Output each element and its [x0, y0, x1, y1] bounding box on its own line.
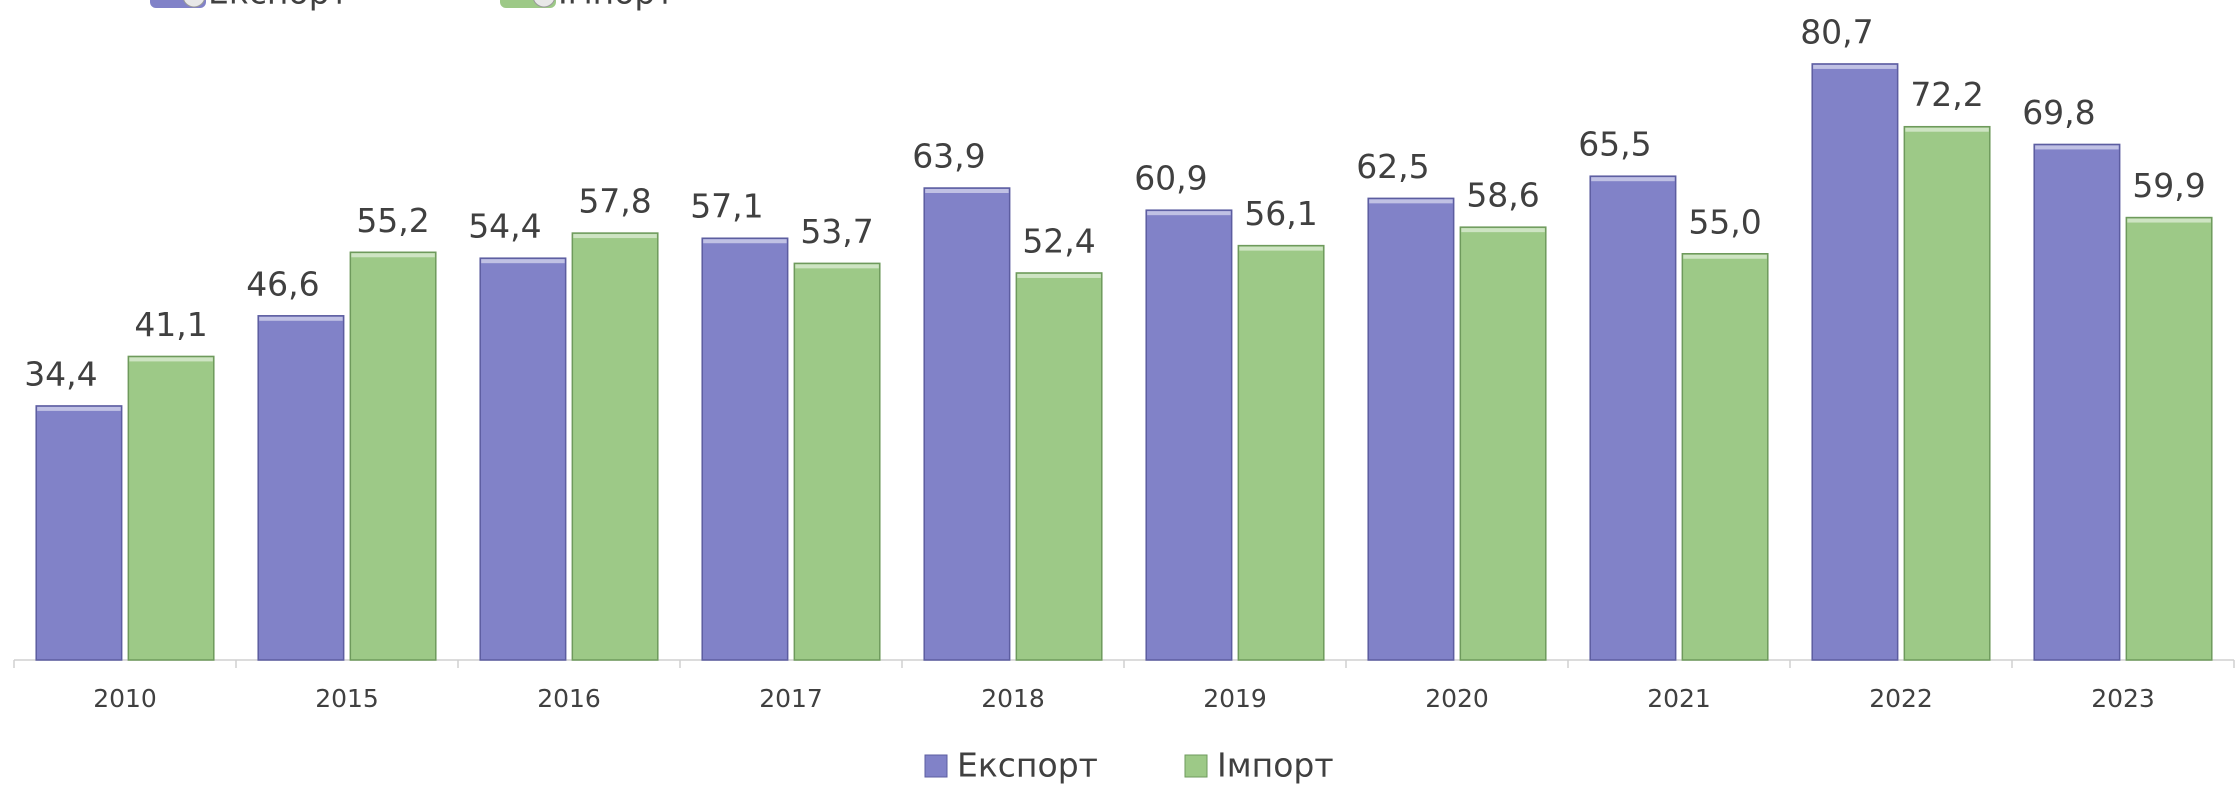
- x-tick-label: 2010: [93, 684, 157, 713]
- value-label: 55,0: [1688, 202, 1761, 241]
- value-label: 80,7: [1800, 12, 1873, 51]
- value-label: 69,8: [2022, 93, 2095, 132]
- value-label: 72,2: [1910, 75, 1983, 114]
- value-label: 56,1: [1244, 194, 1317, 233]
- bar: [2125, 216, 2213, 661]
- bar-highlight: [481, 259, 565, 264]
- x-tick-label: 2021: [1647, 684, 1711, 713]
- legend-label: Експорт: [208, 0, 349, 12]
- bar: [1145, 209, 1233, 661]
- bar: [701, 237, 789, 661]
- bar: [479, 257, 567, 661]
- value-label: 60,9: [1134, 159, 1207, 198]
- bar: [1681, 253, 1769, 661]
- bar-highlight: [1905, 127, 1989, 132]
- value-label: 53,7: [800, 212, 873, 251]
- legend-marker: [533, 0, 555, 8]
- value-label: 55,2: [356, 201, 429, 240]
- value-label: 34,4: [24, 354, 97, 393]
- bar-highlight: [1461, 228, 1545, 233]
- bar: [793, 262, 881, 661]
- value-label: 54,4: [468, 207, 541, 246]
- value-label: 65,5: [1578, 125, 1651, 164]
- value-label: 62,5: [1356, 147, 1429, 186]
- bar: [571, 232, 659, 661]
- x-tick-label: 2015: [315, 684, 379, 713]
- bar: [257, 315, 345, 661]
- value-label: 63,9: [912, 137, 985, 176]
- bar-highlight: [1591, 177, 1675, 182]
- x-tick-label: 2018: [981, 684, 1045, 713]
- bar-highlight: [2035, 145, 2119, 150]
- bar: [35, 405, 123, 661]
- bar-highlight: [703, 239, 787, 244]
- legend-marker: [183, 0, 205, 8]
- x-tick-label: 2016: [537, 684, 601, 713]
- x-tick-label: 2020: [1425, 684, 1489, 713]
- value-label: 41,1: [134, 305, 207, 344]
- bar-highlight: [573, 234, 657, 239]
- legend-swatch: [924, 754, 948, 778]
- legend-label: Експорт: [957, 746, 1098, 785]
- bar-highlight: [1683, 254, 1767, 259]
- bar: [1811, 63, 1899, 661]
- bar: [349, 251, 437, 661]
- value-label: 58,6: [1466, 176, 1539, 215]
- bar: [1459, 226, 1547, 661]
- bar: [1367, 197, 1455, 661]
- bar: [1237, 244, 1325, 661]
- bar: [1015, 272, 1103, 661]
- bar-highlight: [925, 189, 1009, 194]
- value-label: 46,6: [246, 264, 319, 303]
- legend-label: Імпорт: [558, 0, 675, 12]
- bar: [1903, 125, 1991, 661]
- value-label: 57,8: [578, 182, 651, 221]
- bar-highlight: [2127, 218, 2211, 223]
- bar-highlight: [1147, 211, 1231, 216]
- x-tick-label: 2022: [1869, 684, 1933, 713]
- bar-highlight: [1017, 273, 1101, 278]
- x-tick-label: 2017: [759, 684, 823, 713]
- bar-highlight: [1369, 199, 1453, 204]
- bar: [1589, 175, 1677, 661]
- bar: [2033, 143, 2121, 661]
- bar-highlight: [795, 264, 879, 269]
- bar-highlight: [259, 316, 343, 321]
- bar: [923, 187, 1011, 661]
- legend-label: Імпорт: [1217, 746, 1334, 785]
- legend-swatch: [1184, 754, 1208, 778]
- bar-highlight: [129, 357, 213, 362]
- value-label: 57,1: [690, 187, 763, 226]
- bar-highlight: [1239, 246, 1323, 251]
- value-label: 52,4: [1022, 221, 1095, 260]
- bar-highlight: [351, 253, 435, 258]
- bar-highlight: [37, 406, 121, 411]
- value-label: 59,9: [2132, 166, 2205, 205]
- x-tick-label: 2019: [1203, 684, 1267, 713]
- x-tick-label: 2023: [2091, 684, 2155, 713]
- bar-highlight: [1813, 64, 1897, 69]
- bar: [127, 355, 215, 661]
